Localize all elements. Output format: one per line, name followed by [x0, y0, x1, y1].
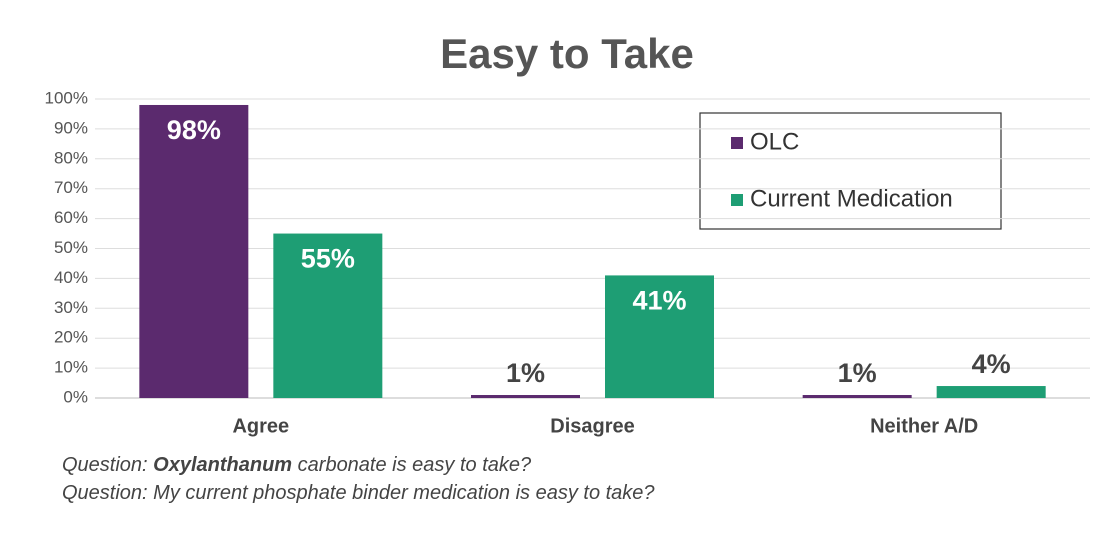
bar — [471, 395, 580, 398]
x-tick-label: Disagree — [550, 415, 635, 437]
y-tick-label: 40% — [54, 268, 88, 287]
value-label: 98% — [167, 115, 221, 145]
legend-box — [699, 112, 1002, 230]
y-tick-label: 0% — [63, 387, 88, 406]
y-tick-label: 30% — [54, 298, 88, 317]
bar — [139, 104, 249, 398]
note-part: carbonate is easy to take? — [298, 454, 532, 476]
bar — [802, 395, 912, 398]
x-tick-label: Agree — [232, 415, 289, 437]
x-tick-label: Neither A/D — [870, 415, 978, 437]
bar — [273, 233, 383, 398]
y-tick-label: 70% — [54, 178, 88, 197]
note: Question: Oxylanthanum carbonate is easy… — [62, 454, 532, 476]
legend-swatch — [731, 137, 743, 149]
y-tick-label: 10% — [54, 358, 88, 377]
legend-label: OLC — [750, 128, 799, 155]
note-part: Question: — [62, 454, 148, 476]
chart-title: Easy to Take — [440, 30, 694, 77]
value-label: 1% — [506, 358, 545, 388]
note-part: Oxylanthanum — [153, 454, 292, 476]
bar — [936, 386, 1046, 398]
y-tick-label: 60% — [54, 208, 88, 227]
bar — [605, 275, 714, 398]
y-tick-label: 20% — [54, 328, 88, 347]
value-label: 1% — [838, 358, 877, 388]
y-tick-label: 80% — [54, 148, 88, 167]
note: Question: My current phosphate binder me… — [62, 482, 655, 504]
y-tick-label: 100% — [45, 88, 88, 107]
value-label: 55% — [301, 244, 355, 274]
y-tick-label: 50% — [54, 238, 88, 257]
value-label: 41% — [632, 286, 686, 316]
note-part: Question: My current phosphate binder me… — [62, 482, 655, 504]
legend-swatch — [731, 194, 743, 206]
y-tick-label: 90% — [54, 118, 88, 137]
legend-label: Current Medication — [750, 185, 953, 212]
value-label: 4% — [972, 349, 1011, 379]
